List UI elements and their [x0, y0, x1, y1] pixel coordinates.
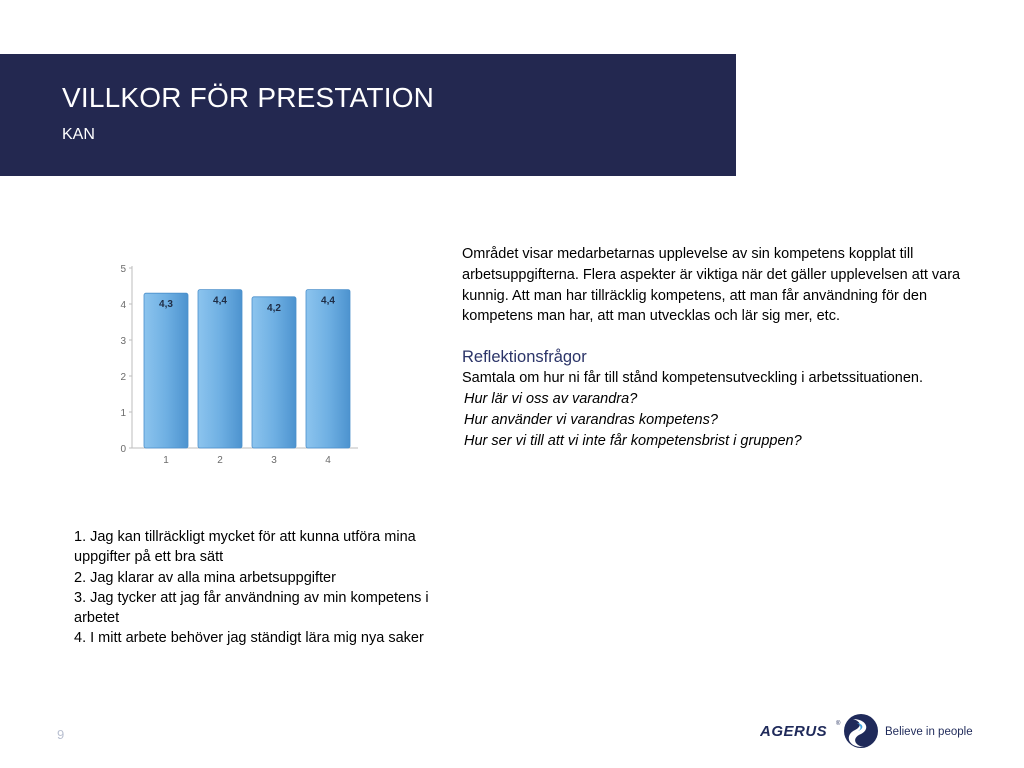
- question-list: 1. Jag kan tillräckligt mycket för att k…: [74, 527, 454, 649]
- logo-registered-mark: ®: [836, 720, 841, 727]
- y-tick-label: 1: [120, 408, 126, 419]
- bar-value-label: 4,4: [321, 296, 335, 307]
- slide-subtitle: KAN: [62, 126, 95, 143]
- y-tick-label: 5: [120, 264, 126, 275]
- bar-value-label: 4,3: [159, 299, 173, 310]
- y-tick-label: 2: [120, 372, 126, 383]
- bar-value-label: 4,2: [267, 303, 281, 314]
- question-item: 1. Jag kan tillräckligt mycket för att k…: [74, 529, 416, 566]
- y-tick-label: 0: [120, 444, 126, 455]
- x-tick-label: 2: [217, 455, 223, 466]
- description-text: Området visar medarbetarnas upplevelse a…: [462, 246, 961, 325]
- x-tick-label: 3: [271, 455, 277, 466]
- question-item: 3. Jag tycker att jag får användning av …: [74, 589, 429, 627]
- y-tick-label: 4: [120, 300, 126, 311]
- logo-wordmark: AGERUS: [760, 723, 827, 740]
- question-item: 4. I mitt arbete behöver jag ständigt lä…: [74, 630, 424, 647]
- x-tick-label: 4: [325, 455, 331, 466]
- bar-2: [197, 289, 243, 449]
- globe-icon: [844, 714, 878, 748]
- page-number: 9: [57, 727, 65, 742]
- agerus-logo: AGERUS ® Believe in people: [760, 714, 973, 748]
- bar-value-label: 4,4: [213, 296, 227, 307]
- logo-tagline: Believe in people: [885, 726, 973, 738]
- question-item: 2. Jag klarar av alla mina arbetsuppgift…: [74, 569, 336, 586]
- bar-4: [305, 289, 351, 449]
- bar-chart: 0 1 2 3 4 5 4,3 4,4 4,2 4,4 1 2 3 4: [120, 264, 358, 466]
- slide-title: VILLKOR FÖR PRESTATION: [62, 82, 435, 113]
- reflection-question: Hur använder vi varandras kompetens?: [464, 411, 718, 428]
- y-tick-label: 3: [120, 336, 126, 347]
- description-panel: Området visar medarbetarnas upplevelse a…: [462, 244, 962, 451]
- x-tick-label: 1: [163, 455, 169, 466]
- bar-3: [251, 296, 297, 449]
- bar-1: [143, 292, 189, 449]
- reflection-heading: Reflektionsfrågor: [462, 348, 587, 367]
- reflection-question: Hur ser vi till att vi inte får kompeten…: [464, 432, 802, 449]
- reflection-question: Hur lär vi oss av varandra?: [464, 390, 638, 407]
- reflection-intro: Samtala om hur ni får till stånd kompete…: [462, 370, 924, 387]
- title-banner: VILLKOR FÖR PRESTATION KAN: [0, 54, 736, 176]
